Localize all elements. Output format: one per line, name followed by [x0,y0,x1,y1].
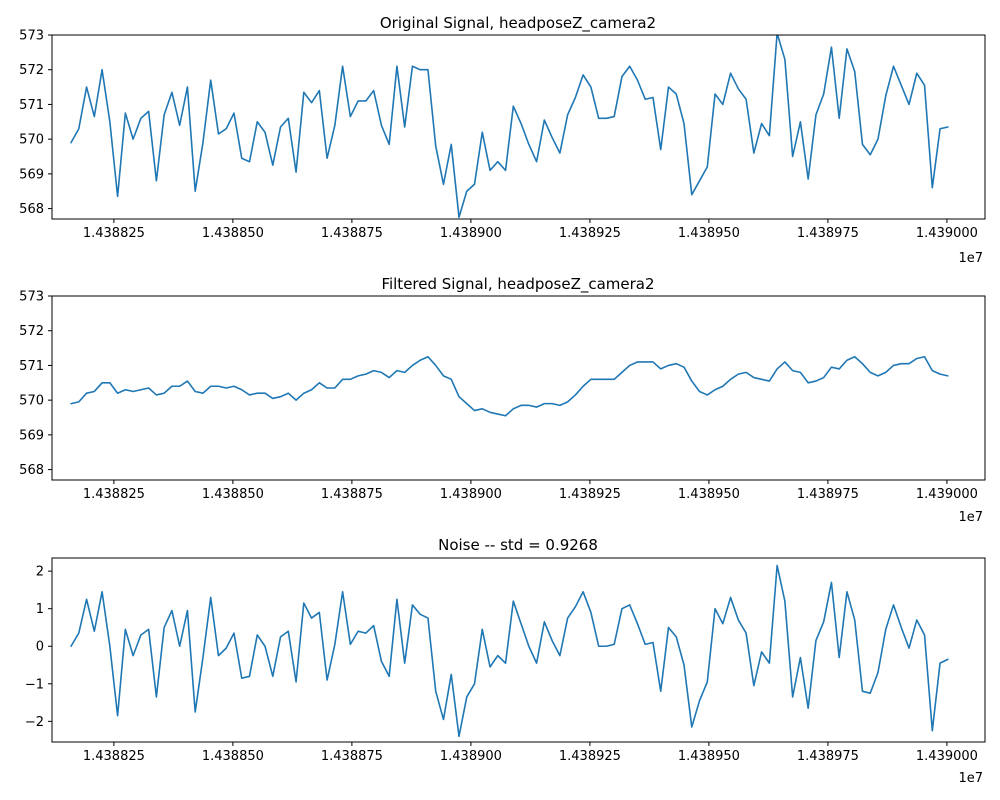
panel-title: Filtered Signal, headposeZ_camera2 [381,275,654,294]
y-tick-label: 0 [36,640,44,655]
y-tick-label: 573 [19,29,44,44]
x-tick-label: 1.438875 [321,487,383,502]
y-tick-label: 572 [19,324,44,339]
x-offset-label: 1e7 [958,771,983,786]
x-tick-label: 1.438825 [83,487,145,502]
x-tick-label: 1.438825 [83,226,145,241]
noise-panel: Noise -- std = 0.9268 1e7 1.438825 1.4388… [25,536,986,786]
x-offset-label: 1e7 [958,510,983,525]
x-tick-label: 1.439000 [916,487,978,502]
x-tick-label: 1.438825 [83,749,145,764]
y-tick-label: 568 [19,202,44,217]
y-tick-label: 568 [19,463,44,478]
x-tick-label: 1.438850 [202,226,264,241]
x-tick-label: 1.438925 [559,487,621,502]
x-tick-label: 1.438925 [559,226,621,241]
panel-title: Original Signal, headposeZ_camera2 [380,14,656,33]
original-signal-panel: Original Signal, headposeZ_camera2 1e7 1… [19,14,986,266]
axes-frame [51,295,986,481]
series-line [70,35,949,219]
series-line [70,564,949,738]
y-tick-label: 569 [19,428,44,443]
y-tick-label: 569 [19,167,44,182]
x-tick-label: 1.438950 [678,749,740,764]
y-tick-label: 571 [19,98,44,113]
x-tick-label: 1.439000 [916,226,978,241]
y-tick-label: 572 [19,63,44,78]
x-tick-label: 1.438975 [797,749,859,764]
x-tick-label: 1.438950 [678,226,740,241]
y-tick-label: 573 [19,290,44,305]
x-tick-label: 1.438975 [797,226,859,241]
x-tick-label: 1.438875 [321,749,383,764]
y-tick-label: 570 [19,133,44,148]
x-offset-label: 1e7 [958,251,983,266]
filtered-signal-panel: Filtered Signal, headposeZ_camera2 1e7 1… [19,275,986,525]
x-tick-label: 1.438900 [440,749,502,764]
y-tick-label: 2 [36,565,44,580]
y-tick-label: −2 [25,715,44,730]
panel-title: Noise -- std = 0.9268 [438,536,598,554]
x-tick-label: 1.439000 [916,749,978,764]
x-tick-label: 1.438850 [202,749,264,764]
y-tick-label: 570 [19,394,44,409]
x-tick-label: 1.438975 [797,487,859,502]
y-tick-label: −1 [25,677,44,692]
y-tick-label: 1 [36,602,44,617]
x-tick-label: 1.438875 [321,226,383,241]
x-tick-label: 1.438925 [559,749,621,764]
x-tick-label: 1.438950 [678,487,740,502]
series-line [70,355,949,417]
y-tick-label: 571 [19,359,44,374]
axes-frame [51,557,986,743]
x-tick-label: 1.438850 [202,487,264,502]
x-tick-label: 1.438900 [440,226,502,241]
axes-frame [51,34,986,220]
x-tick-label: 1.438900 [440,487,502,502]
